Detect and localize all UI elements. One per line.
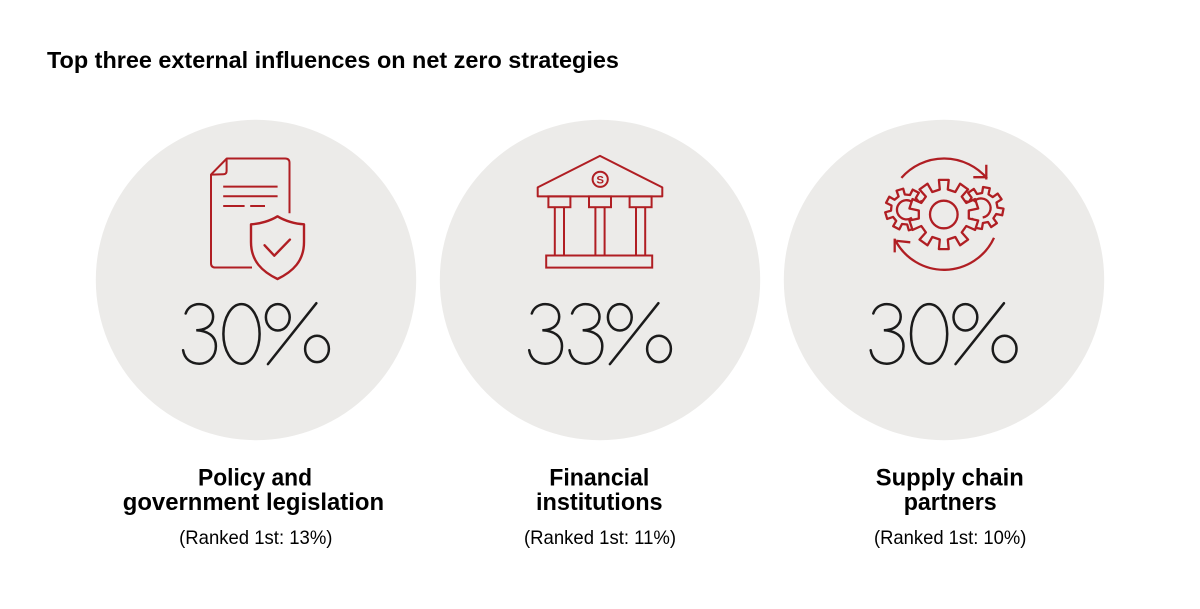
svg-text:government legislation: government legislation (123, 489, 384, 516)
svg-text:(Ranked 1st: 11%): (Ranked 1st: 11%) (524, 527, 676, 549)
svg-text:Policy and: Policy and (198, 464, 312, 491)
svg-text:(Ranked 1st: 13%): (Ranked 1st: 13%) (179, 527, 332, 549)
svg-text:S: S (596, 174, 604, 186)
svg-text:Financial: Financial (549, 464, 649, 491)
svg-text:Top three external influences: Top three external influences on net zer… (47, 47, 619, 73)
svg-text:Supply chain: Supply chain (876, 464, 1024, 491)
svg-text:(Ranked 1st: 10%): (Ranked 1st: 10%) (874, 527, 1026, 549)
svg-text:institutions: institutions (536, 489, 663, 516)
svg-text:partners: partners (904, 489, 997, 516)
